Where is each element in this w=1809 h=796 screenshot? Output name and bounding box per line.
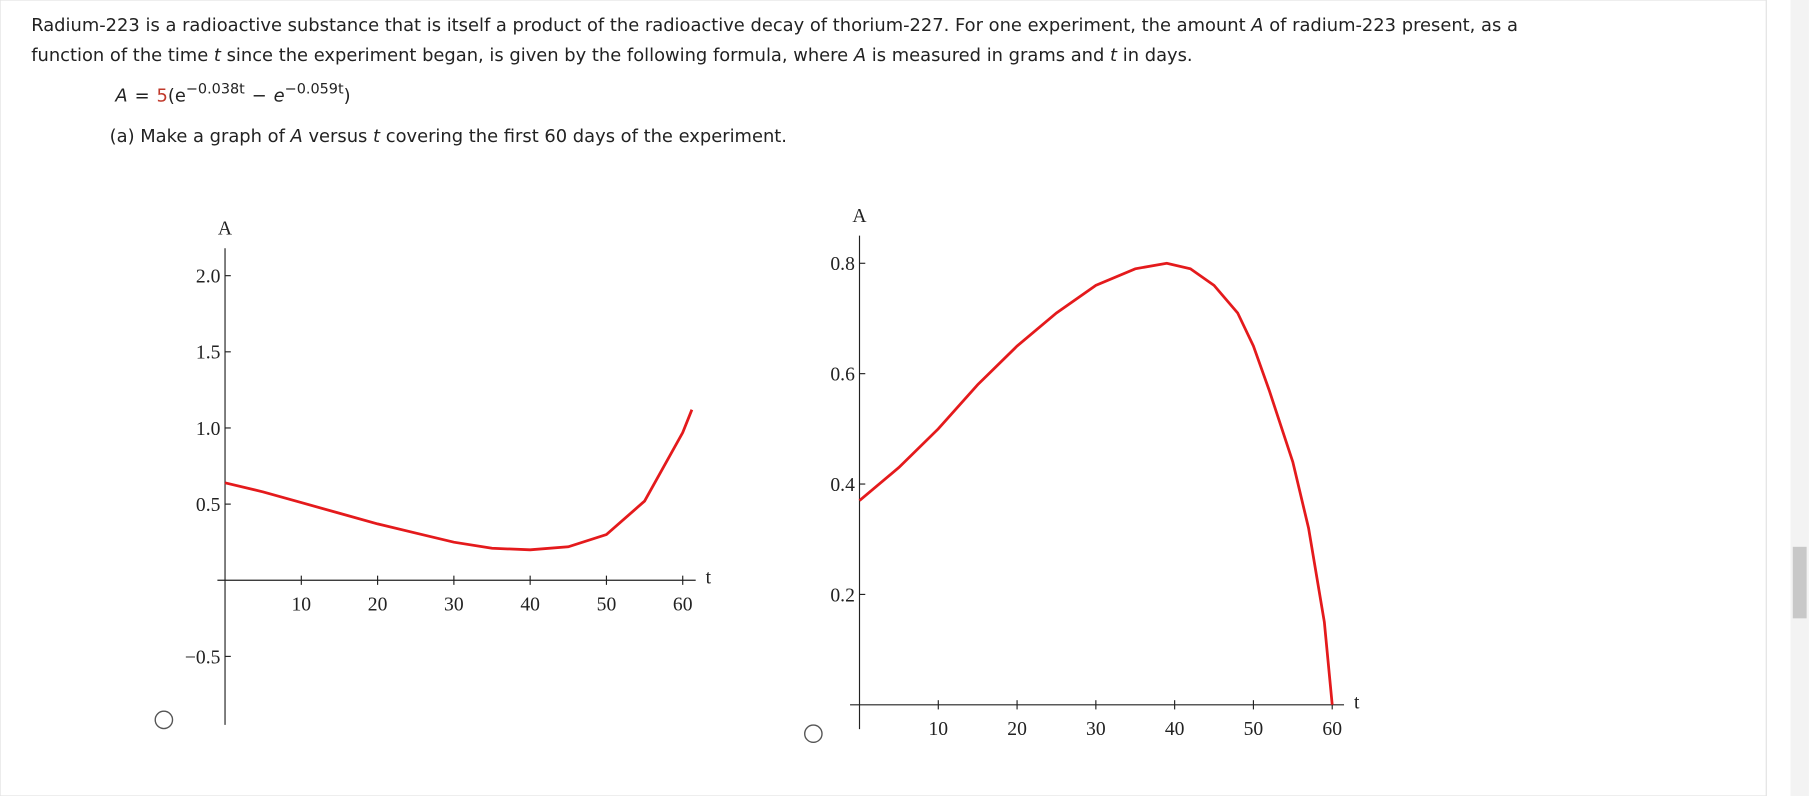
radio-option[interactable] (154, 710, 174, 730)
y-tick-label: 1.5 (196, 343, 221, 364)
x-tick-label: 20 (1007, 719, 1027, 740)
x-tick-label: 60 (673, 594, 693, 615)
x-tick-label: 10 (292, 594, 312, 615)
text-segment: versus (303, 126, 373, 147)
y-tick-label: 0.6 (830, 365, 855, 386)
x-tick-label: 10 (928, 719, 948, 740)
text-segment: A (853, 45, 866, 66)
y-tick-label: 0.4 (830, 475, 855, 496)
text-segment: since the experiment began, is given by … (221, 45, 854, 66)
text-segment: is measured in grams and (866, 45, 1110, 66)
scrollbar-thumb[interactable] (1792, 546, 1807, 619)
text-segment: (a) Make a graph of (110, 126, 291, 147)
x-tick-label: 20 (368, 594, 388, 615)
x-tick-label: 50 (597, 594, 617, 615)
data-line (224, 409, 694, 552)
x-axis-label: t (706, 568, 712, 589)
text-segment: function of the time (31, 45, 214, 66)
formula: A = 5(e−0.038t − e−0.059t) (114, 81, 350, 106)
data-line (858, 261, 1334, 705)
y-tick-label: 0.5 (196, 495, 221, 516)
scrollbar (1790, 0, 1809, 796)
text-segment: A (1250, 15, 1263, 36)
chart: At 10 20 30 40 50 60 0.2 0.4 0.6 0.8 (830, 206, 1360, 740)
y-axis-label: A (218, 218, 233, 239)
x-tick-label: 30 (1086, 719, 1106, 740)
chart: At 10 20 30 40 50 60 −0.5 0.5 1.0 1.5 2.0 (185, 218, 712, 725)
y-tick-label: 0.8 (830, 254, 855, 275)
text-segment: t (214, 45, 222, 66)
text-segment: t (373, 126, 381, 147)
x-axis-label: t (1354, 692, 1360, 713)
formula-eq: = (135, 86, 150, 107)
text-segment: covering the first 60 days of the experi… (380, 126, 787, 147)
x-tick-label: 50 (1244, 719, 1264, 740)
y-tick-label: 2.0 (196, 267, 221, 288)
formula-e: e (274, 86, 285, 107)
formula-exp: −0.059t (285, 81, 344, 97)
formula-open: (e (168, 86, 186, 107)
x-tick-label: 40 (520, 594, 540, 615)
y-tick-label: −0.5 (185, 647, 221, 668)
text-segment: Radium-223 is a radioactive substance th… (31, 15, 1251, 36)
question-text: function of the time t since the experim… (31, 45, 1192, 66)
formula-close: ) (344, 86, 351, 107)
radio-option[interactable] (804, 724, 823, 744)
text-segment: t (1110, 45, 1118, 66)
formula-minus: − (252, 86, 267, 107)
y-axis-label: A (852, 206, 867, 227)
content-panel (0, 0, 1767, 796)
text-segment: of radium-223 present, as a (1264, 15, 1518, 36)
question-text: Radium-223 is a radioactive substance th… (31, 15, 1518, 36)
x-tick-label: 40 (1165, 719, 1185, 740)
formula-lhs: A (114, 86, 127, 107)
part-a-text: (a) Make a graph of A versus t covering … (110, 126, 787, 147)
x-tick-label: 30 (444, 594, 464, 615)
text-segment: A (290, 126, 303, 147)
formula-exp: −0.038t (186, 81, 245, 97)
y-tick-label: 1.0 (196, 419, 221, 440)
x-tick-label: 60 (1322, 719, 1342, 740)
text-segment: in days. (1117, 45, 1193, 66)
y-tick-label: 0.2 (830, 585, 855, 606)
formula-coef: 5 (156, 86, 167, 107)
